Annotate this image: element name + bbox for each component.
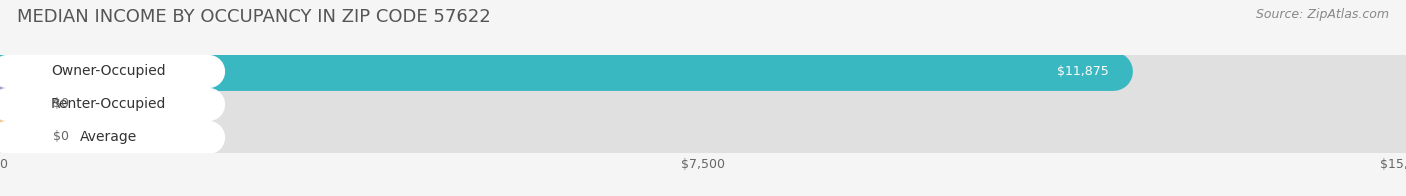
Bar [0,120,1406,153]
Text: Source: ZipAtlas.com: Source: ZipAtlas.com [1256,8,1389,21]
Text: Average: Average [80,130,136,143]
Text: $0: $0 [53,130,69,143]
Bar [0,55,1406,88]
Bar [0,88,1406,120]
Text: Renter-Occupied: Renter-Occupied [51,97,166,111]
Text: $11,875: $11,875 [1057,65,1109,78]
Text: Owner-Occupied: Owner-Occupied [51,64,166,78]
Text: $0: $0 [53,97,69,110]
Text: MEDIAN INCOME BY OCCUPANCY IN ZIP CODE 57622: MEDIAN INCOME BY OCCUPANCY IN ZIP CODE 5… [17,8,491,26]
